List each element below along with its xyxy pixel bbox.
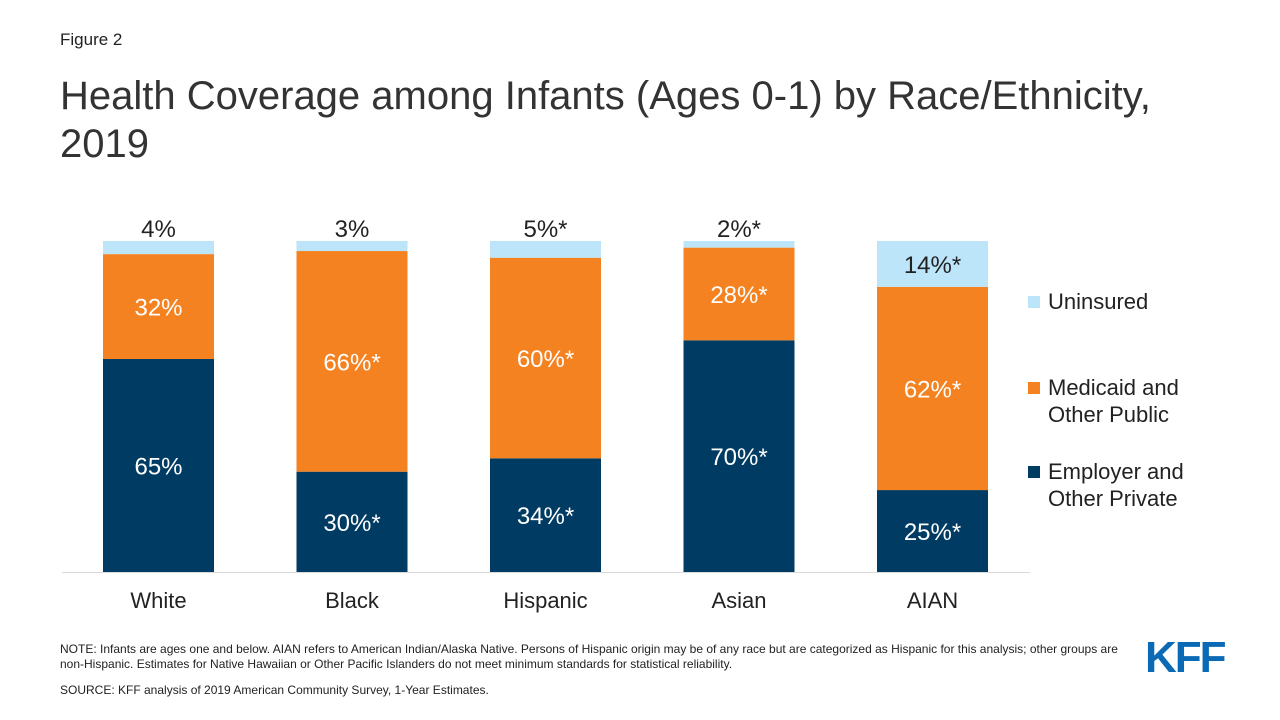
x-tick-label-hispanic: Hispanic (503, 588, 587, 613)
data-label-uninsured-asian: 2%* (717, 216, 761, 243)
bar-segment-employer-white (103, 358, 214, 572)
data-label-medicaid-black: 66%* (323, 349, 380, 376)
stacked-bar-chart: 65% 32% 4% White 30%* 66%* 3% Black 34%* 60%* 5%* H… (62, 216, 1030, 613)
bar-segment-uninsured-black (296, 241, 408, 252)
data-label-medicaid-white: 32% (134, 295, 182, 322)
bar-segment-medicaid-black (296, 251, 408, 472)
data-label-medicaid-aian: 62%* (904, 376, 961, 403)
legend-label-employer: Employer and Other Private (1048, 459, 1184, 511)
data-label-uninsured-black: 3% (335, 216, 370, 243)
chart-title: Health Coverage among Infants (Ages 0-1)… (60, 74, 1151, 166)
data-label-uninsured-hispanic: 5%* (523, 216, 567, 243)
data-label-employer-aian: 25%* (904, 519, 961, 546)
footnote: NOTE: Infants are ages one and below. AI… (60, 642, 1118, 671)
x-tick-label-asian: Asian (711, 588, 766, 613)
bar-segment-medicaid-white (103, 254, 214, 359)
bar-segment-employer-asian (683, 340, 795, 572)
bar-segment-medicaid-asian (683, 247, 795, 341)
legend-item-uninsured: Uninsured (1028, 288, 1248, 315)
bar-segment-employer-black (296, 471, 408, 572)
data-label-employer-white: 65% (134, 453, 182, 480)
bar-segment-medicaid-aian (877, 286, 988, 491)
bar-segment-uninsured-white (103, 241, 214, 255)
data-label-medicaid-hispanic: 60%* (517, 346, 574, 373)
kff-logo: KFF (1145, 633, 1227, 682)
data-label-employer-hispanic: 34%* (517, 503, 574, 530)
data-label-uninsured-white: 4% (141, 216, 176, 243)
x-tick-label-white: White (130, 588, 186, 613)
legend-swatch-employer (1028, 466, 1040, 478)
figure-label: Figure 2 (60, 30, 123, 49)
legend-label-uninsured: Uninsured (1048, 289, 1149, 314)
data-label-employer-asian: 70%* (710, 444, 767, 471)
bar-segment-uninsured-aian (877, 241, 988, 287)
x-tick-label-black: Black (325, 588, 380, 613)
bar-segment-uninsured-hispanic (490, 241, 601, 258)
data-label-employer-black: 30%* (323, 510, 380, 537)
data-label-uninsured-aian: 14%* (904, 252, 961, 279)
legend-item-employer: Employer and Other Private (1028, 458, 1248, 512)
x-tick-label-aian: AIAN (907, 588, 958, 613)
bar-segment-medicaid-hispanic (490, 257, 601, 459)
bar-segment-employer-hispanic (490, 458, 601, 572)
legend-swatch-uninsured (1028, 296, 1040, 308)
bar-segment-uninsured-asian (683, 241, 795, 248)
legend-item-medicaid: Medicaid and Other Public (1028, 374, 1248, 428)
data-label-medicaid-asian: 28%* (710, 282, 767, 309)
legend-swatch-medicaid (1028, 382, 1040, 394)
source-note: SOURCE: KFF analysis of 2019 American Co… (60, 683, 489, 697)
legend-label-medicaid: Medicaid and Other Public (1048, 375, 1179, 427)
bar-segment-employer-aian (877, 490, 988, 572)
